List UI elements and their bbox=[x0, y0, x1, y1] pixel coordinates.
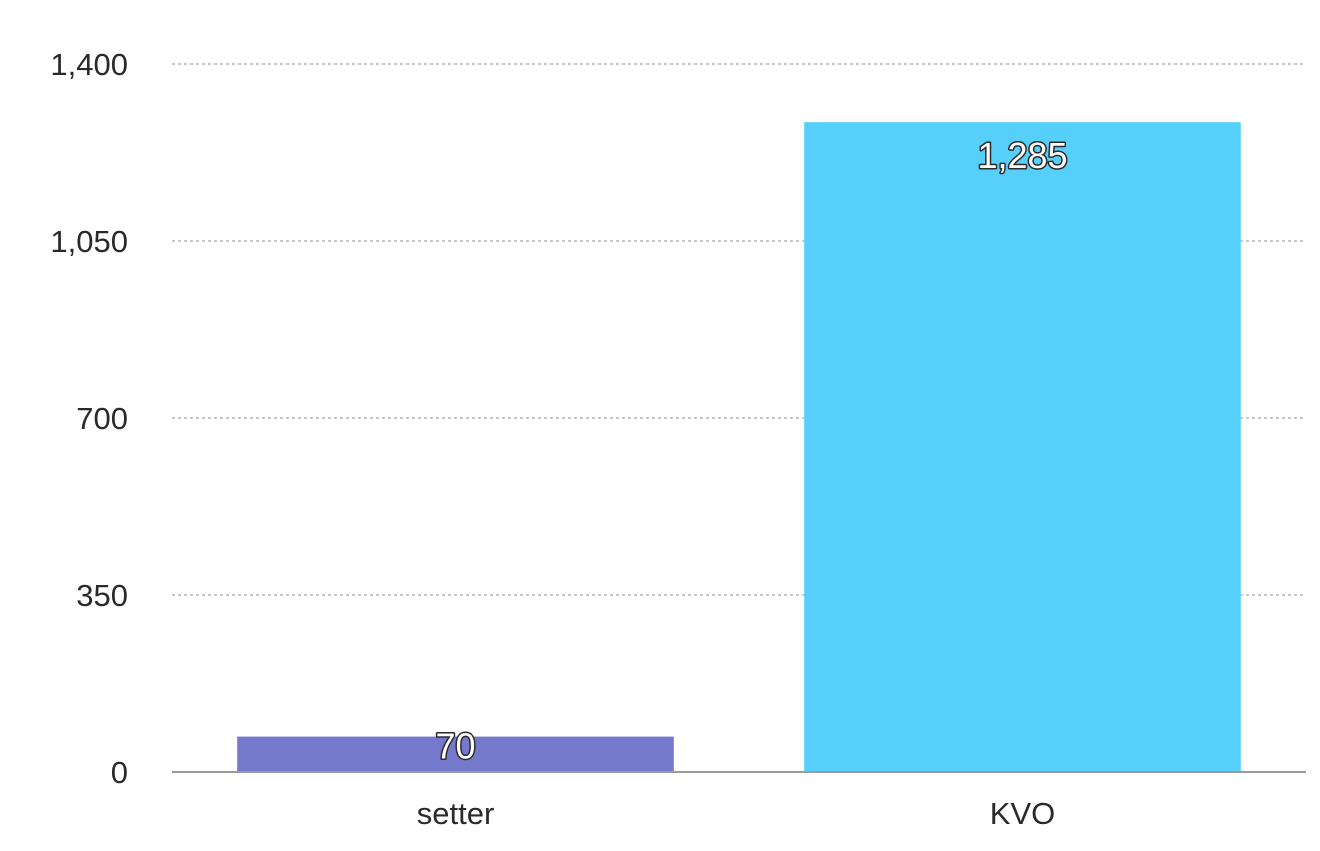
y-tick-label: 0 bbox=[111, 755, 128, 790]
y-axis-ticks: 0 350 700 1,050 1,400 bbox=[50, 47, 128, 790]
data-label: 1,285 bbox=[977, 135, 1067, 176]
bar-setter bbox=[237, 736, 674, 771]
y-tick-label: 1,050 bbox=[50, 224, 128, 259]
x-category-label: setter bbox=[417, 796, 495, 831]
y-tick-label: 700 bbox=[76, 401, 128, 436]
data-labels: 70 1,285 bbox=[434, 134, 1069, 768]
x-category-label: KVO bbox=[990, 796, 1055, 831]
bars bbox=[237, 122, 1241, 771]
y-tick-label: 1,400 bbox=[50, 47, 128, 82]
data-label: 70 bbox=[435, 726, 475, 767]
bar-kvo bbox=[804, 122, 1241, 771]
x-axis-categories: setter KVO bbox=[417, 796, 1056, 831]
y-tick-label: 350 bbox=[76, 578, 128, 613]
